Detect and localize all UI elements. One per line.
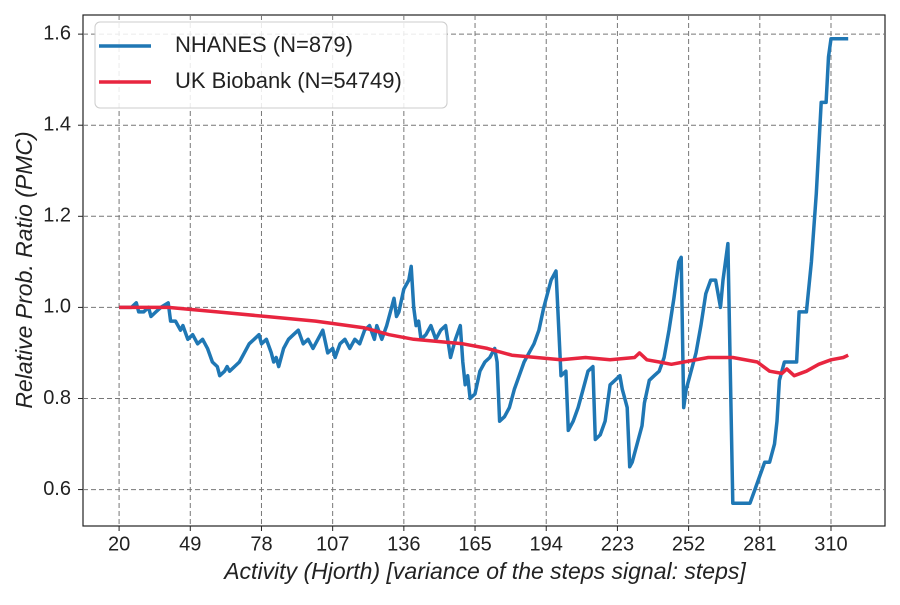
x-tick-label: 194 [530, 533, 563, 555]
y-tick-label: 1.2 [43, 205, 71, 227]
x-tick-label: 165 [458, 533, 491, 555]
y-axis-label: Relative Prob. Ratio (PMC) [11, 131, 37, 408]
legend-label: NHANES (N=879) [175, 32, 353, 57]
y-tick-label: 0.8 [43, 387, 71, 409]
legend-box [94, 21, 448, 109]
x-tick-label: 223 [601, 533, 634, 555]
y-tick-label: 1.0 [43, 296, 71, 318]
y-tick-label: 1.6 [43, 22, 71, 44]
y-tick-label: 1.4 [43, 113, 71, 135]
series-line [119, 305, 849, 378]
series-line [119, 36, 849, 505]
y-tick-label: 0.6 [43, 478, 71, 500]
x-tick-label: 252 [672, 533, 705, 555]
x-tick-label: 281 [743, 533, 776, 555]
x-tick-label: 20 [108, 533, 130, 555]
x-tick-label: 78 [250, 533, 272, 555]
x-tick-label: 136 [387, 533, 420, 555]
x-tick-label: 310 [814, 533, 847, 555]
x-axis-label: Activity (Hjorth) [variance of the steps… [222, 558, 746, 584]
x-tick-label: 49 [179, 533, 201, 555]
legend-label: UK Biobank (N=54749) [175, 68, 402, 93]
x-tick-label: 107 [316, 533, 349, 555]
